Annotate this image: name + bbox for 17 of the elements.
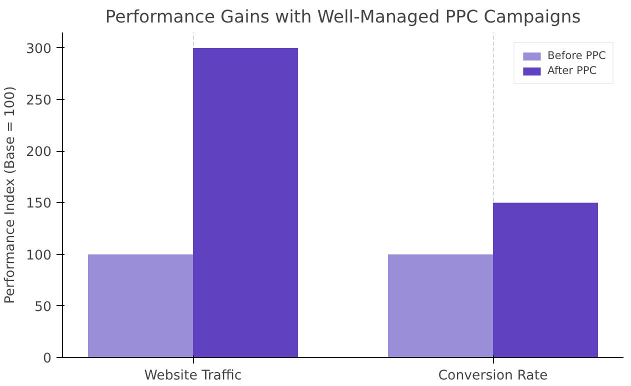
y-tick-label: 200 [26, 145, 52, 160]
y-axis-title: Performance Index (Base = 100) [3, 86, 18, 304]
legend-label: After PPC [547, 64, 597, 77]
y-tick-label: 250 [26, 94, 52, 109]
y-tick-label: 150 [26, 196, 52, 212]
bar [193, 48, 298, 358]
legend-label: Before PPC [547, 49, 606, 62]
x-tick-label: Conversion Rate [438, 368, 548, 384]
y-tick-label: 50 [34, 300, 52, 315]
bar [388, 254, 493, 358]
y-tick-label: 0 [43, 352, 52, 366]
bar [493, 202, 598, 358]
x-tick-label: Website Traffic [144, 368, 242, 384]
chart-title: Performance Gains with Well-Managed PPC Campaigns [105, 8, 581, 28]
y-tick-label: 100 [26, 248, 52, 264]
y-tick-label: 300 [26, 42, 52, 57]
bar [88, 254, 193, 358]
